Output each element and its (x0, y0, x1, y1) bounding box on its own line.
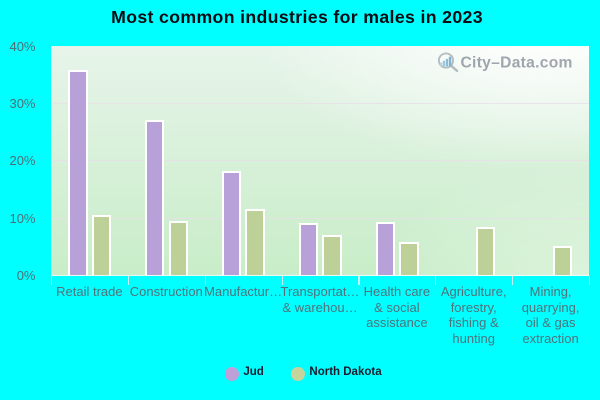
svg-text:City–Data.com: City–Data.com (461, 54, 573, 71)
